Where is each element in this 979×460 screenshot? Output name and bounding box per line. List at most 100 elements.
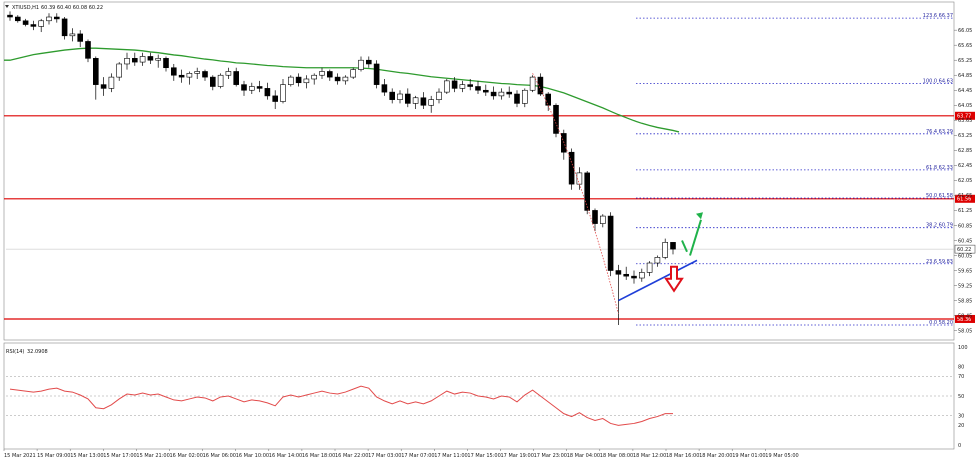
arrow-down-icon	[664, 265, 684, 293]
chart-header: XTIUSD,H1 60.39 60.40 60.08 60.22	[5, 5, 103, 11]
price-tick-label: 60.05	[958, 253, 972, 259]
candle	[607, 212, 614, 277]
candle-body-bull	[38, 20, 45, 27]
candle	[93, 56, 99, 100]
candle-body-bear	[233, 71, 239, 85]
main-pane-frame	[3, 1, 955, 341]
candle-body-bear	[607, 215, 614, 271]
candle-body-bear	[30, 24, 37, 27]
candle	[147, 52, 154, 64]
candle	[342, 75, 349, 85]
rsi-layer	[6, 376, 954, 426]
candle-body-bear	[420, 97, 427, 106]
time-tick-label: 17 Mar 15:00	[467, 453, 500, 459]
candle-body-bear	[295, 76, 302, 84]
time-tick-label: 17 Mar 11:00	[434, 453, 467, 459]
price-tick-label: 66.05	[958, 28, 972, 34]
price-tick-label: 62.85	[958, 148, 972, 154]
time-tick-label: 15 Mar 17:00	[103, 453, 136, 459]
candle	[61, 17, 68, 40]
candle-body-bear	[490, 91, 497, 97]
candle-body-bear	[85, 41, 91, 59]
candle	[264, 82, 271, 100]
time-tick-label: 16 Mar 06:00	[203, 453, 236, 459]
candle	[132, 52, 138, 66]
candle-body-bear	[22, 20, 29, 25]
candle	[506, 86, 513, 98]
current-price-label: 60.22	[957, 247, 971, 253]
rsi-tick-label: 70	[958, 374, 964, 380]
candle	[568, 148, 575, 190]
candle-body-bear	[365, 59, 372, 65]
candle	[85, 39, 91, 63]
time-tick-label: 15 Mar 2021	[4, 453, 36, 459]
time-tick-label: 18 Mar 20:00	[699, 453, 732, 459]
level-price-tag	[955, 111, 975, 120]
candle	[654, 255, 661, 267]
candle-body-bear	[475, 86, 481, 91]
level-price-label: 63.77	[957, 114, 971, 120]
candle	[638, 268, 645, 282]
current-price-tag	[954, 244, 976, 254]
triangle-down-icon	[5, 5, 9, 8]
candle	[381, 78, 388, 96]
time-tick-label: 18 Mar 08:00	[600, 453, 633, 459]
candle	[631, 270, 637, 284]
rsi-tick-label: 80	[958, 364, 964, 370]
price-tick-label: 58.85	[958, 298, 972, 304]
candle	[202, 69, 208, 81]
time-tick-label: 16 Mar 10:00	[236, 453, 269, 459]
candles-layer	[7, 11, 676, 325]
candle-body-bull	[529, 76, 536, 91]
candle-body-bull	[108, 76, 115, 89]
moving-average-layer	[4, 47, 680, 133]
candle-body-bull	[459, 84, 466, 89]
candle	[334, 73, 341, 85]
candle	[186, 71, 193, 85]
candle	[490, 86, 497, 100]
candle	[514, 90, 520, 108]
time-tick-label: 15 Mar 09:00	[37, 453, 70, 459]
price-tick-label: 60.85	[958, 223, 972, 229]
time-tick-label: 16 Mar 14:00	[269, 453, 302, 459]
price-tick-label: 61.65	[958, 193, 972, 199]
price-tick-label: 62.05	[958, 178, 972, 184]
candle	[272, 90, 279, 110]
candle-body-bear	[506, 91, 513, 95]
candle	[280, 78, 286, 104]
candle	[124, 52, 130, 70]
candle	[420, 92, 427, 110]
candle-body-bull	[521, 89, 528, 104]
candle-body-bear	[592, 210, 598, 224]
horizontal-levels-layer: 63.77 61.56 58.36	[4, 111, 975, 323]
candle	[256, 80, 263, 93]
candle	[397, 90, 403, 104]
candle-body-bull	[124, 58, 130, 65]
time-tick-label: 15 Mar 21:00	[136, 453, 169, 459]
time-tick-label: 17 Mar 19:00	[501, 453, 534, 459]
candle	[404, 88, 411, 108]
candle-body-bull	[139, 56, 146, 63]
candle	[155, 54, 161, 68]
time-tick-label: 17 Mar 03:00	[368, 453, 401, 459]
level-price-tag	[955, 314, 975, 323]
time-tick-label: 17 Mar 07:00	[401, 453, 434, 459]
fib-level-label: 76.4 63.29	[926, 129, 953, 135]
price-tick-label: 59.25	[958, 283, 972, 289]
candle-body-bear	[568, 151, 575, 185]
rsi-tick-label: 20	[958, 423, 964, 429]
candle	[108, 73, 115, 93]
price-tick-label: 64.85	[958, 73, 972, 79]
candle-body-bull	[319, 71, 325, 76]
candle-body-bull	[303, 78, 310, 84]
candle-body-bear	[545, 93, 552, 106]
candle-body-bear	[482, 89, 489, 93]
candle	[217, 73, 224, 89]
candle-body-bear	[451, 80, 458, 89]
price-tick-label: 65.65	[958, 43, 972, 49]
candle-body-bull	[69, 33, 76, 37]
candle	[529, 75, 536, 93]
candle	[599, 214, 606, 228]
candle-body-bear	[615, 270, 622, 275]
